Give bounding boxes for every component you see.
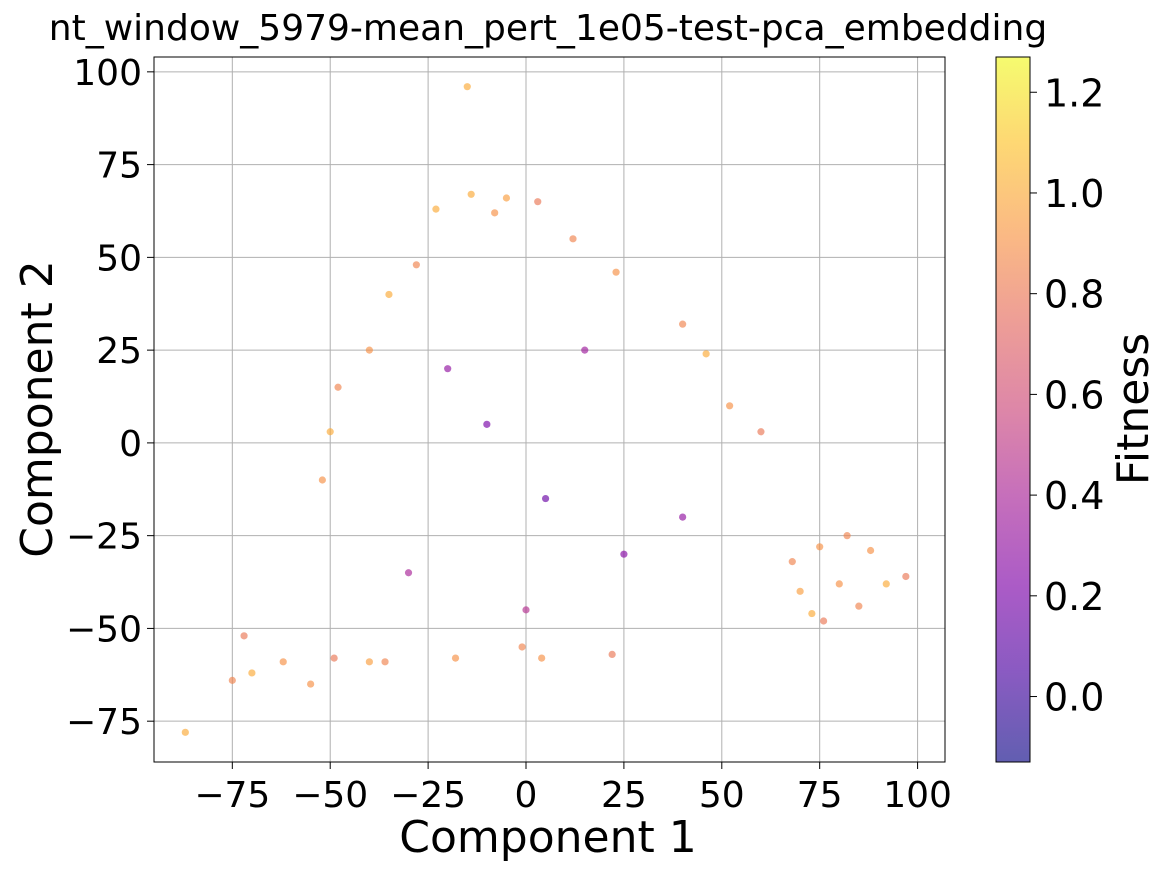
scatter-point xyxy=(569,235,577,243)
scatter-point xyxy=(757,428,765,436)
colorbar-tick-label: 0.0 xyxy=(1044,676,1104,720)
colorbar-ticks: 0.0 0.2 0.4 0.6 0.8 1.0 1.2 xyxy=(1030,71,1104,720)
scatter-point xyxy=(522,606,530,614)
data-points xyxy=(181,83,910,736)
y-tick-label: −25 xyxy=(66,517,142,558)
scatter-point xyxy=(307,680,315,688)
scatter-point xyxy=(855,602,863,610)
scatter-point xyxy=(240,632,248,640)
scatter-point xyxy=(444,365,452,373)
scatter-point xyxy=(365,658,373,666)
colorbar-tick-label: 1.2 xyxy=(1044,71,1104,115)
y-axis-ticks: −75 −50 −25 0 25 50 75 100 xyxy=(66,53,154,743)
scatter-point xyxy=(483,420,491,428)
scatter-point xyxy=(808,609,816,618)
scatter-point xyxy=(502,194,511,202)
x-tick-label: −75 xyxy=(194,775,270,816)
x-tick-label: −50 xyxy=(292,775,368,816)
scatter-point xyxy=(726,402,734,410)
scatter-point xyxy=(796,587,804,595)
scatter-point xyxy=(843,532,851,540)
scatter-point xyxy=(608,650,616,658)
scatter-point xyxy=(620,550,628,558)
scatter-point xyxy=(866,546,875,555)
scatter-point xyxy=(412,261,420,269)
x-axis-ticks: −75 −50 −25 0 25 50 75 100 xyxy=(194,762,952,816)
y-tick-label: 100 xyxy=(73,53,142,94)
colorbar-tick-label: 0.6 xyxy=(1044,373,1104,417)
y-tick-label: 0 xyxy=(119,424,142,465)
scatter-point xyxy=(381,658,389,666)
scatter-point xyxy=(334,383,342,391)
scatter-point xyxy=(534,198,542,206)
y-tick-label: 75 xyxy=(96,146,142,187)
scatter-point xyxy=(902,572,910,581)
colorbar-tick-label: 0.8 xyxy=(1044,273,1104,317)
scatter-point xyxy=(491,209,499,217)
colorbar-tick-label: 0.2 xyxy=(1044,575,1104,619)
scatter-point xyxy=(541,494,550,503)
y-axis-label: Component 2 xyxy=(12,260,63,557)
scatter-point xyxy=(518,643,526,651)
colorbar-label: Fitness xyxy=(1108,333,1159,485)
colorbar xyxy=(996,57,1030,762)
scatter-point xyxy=(816,543,824,551)
grid xyxy=(154,57,945,762)
scatter-point xyxy=(279,658,287,666)
scatter-point xyxy=(882,580,890,588)
y-tick-label: −75 xyxy=(66,702,142,743)
scatter-point xyxy=(463,83,471,91)
plot-frame xyxy=(153,56,946,763)
scatter-point xyxy=(451,654,460,662)
scatter-point xyxy=(228,676,236,684)
x-tick-label: 75 xyxy=(797,775,843,816)
scatter-point xyxy=(581,346,589,354)
scatter-point xyxy=(248,669,256,677)
scatter-point xyxy=(467,190,475,198)
scatter-point xyxy=(679,513,687,521)
scatter-point xyxy=(330,654,338,662)
x-axis-label: Component 1 xyxy=(399,812,696,863)
x-tick-label: 0 xyxy=(515,775,538,816)
scatter-point xyxy=(612,268,620,276)
y-tick-label: 50 xyxy=(96,238,142,279)
scatter-point xyxy=(404,569,413,577)
chart-title: nt_window_5979-mean_pert_1e05-test-pca_e… xyxy=(49,8,1047,49)
x-tick-label: −25 xyxy=(390,775,466,816)
scatter-point xyxy=(835,580,843,588)
y-tick-label: −50 xyxy=(66,609,142,650)
scatter-point xyxy=(538,654,546,662)
colorbar-tick-label: 1.0 xyxy=(1044,172,1104,216)
scatter-point xyxy=(365,346,373,354)
scatter-point xyxy=(181,728,189,736)
scatter-point xyxy=(788,558,796,566)
x-tick-label: 50 xyxy=(699,775,745,816)
scatter-point xyxy=(432,205,440,213)
x-tick-label: 25 xyxy=(601,775,647,816)
y-tick-label: 25 xyxy=(96,331,142,372)
colorbar-frame xyxy=(995,56,1031,763)
scatter-point xyxy=(820,617,828,625)
scatter-point xyxy=(702,350,710,358)
scatter-point xyxy=(318,476,326,484)
scatter-point xyxy=(326,428,334,436)
scatter-point xyxy=(385,290,393,299)
x-tick-label: 100 xyxy=(883,775,952,816)
scatter-point xyxy=(679,320,687,328)
colorbar-tick-label: 0.4 xyxy=(1044,474,1104,518)
